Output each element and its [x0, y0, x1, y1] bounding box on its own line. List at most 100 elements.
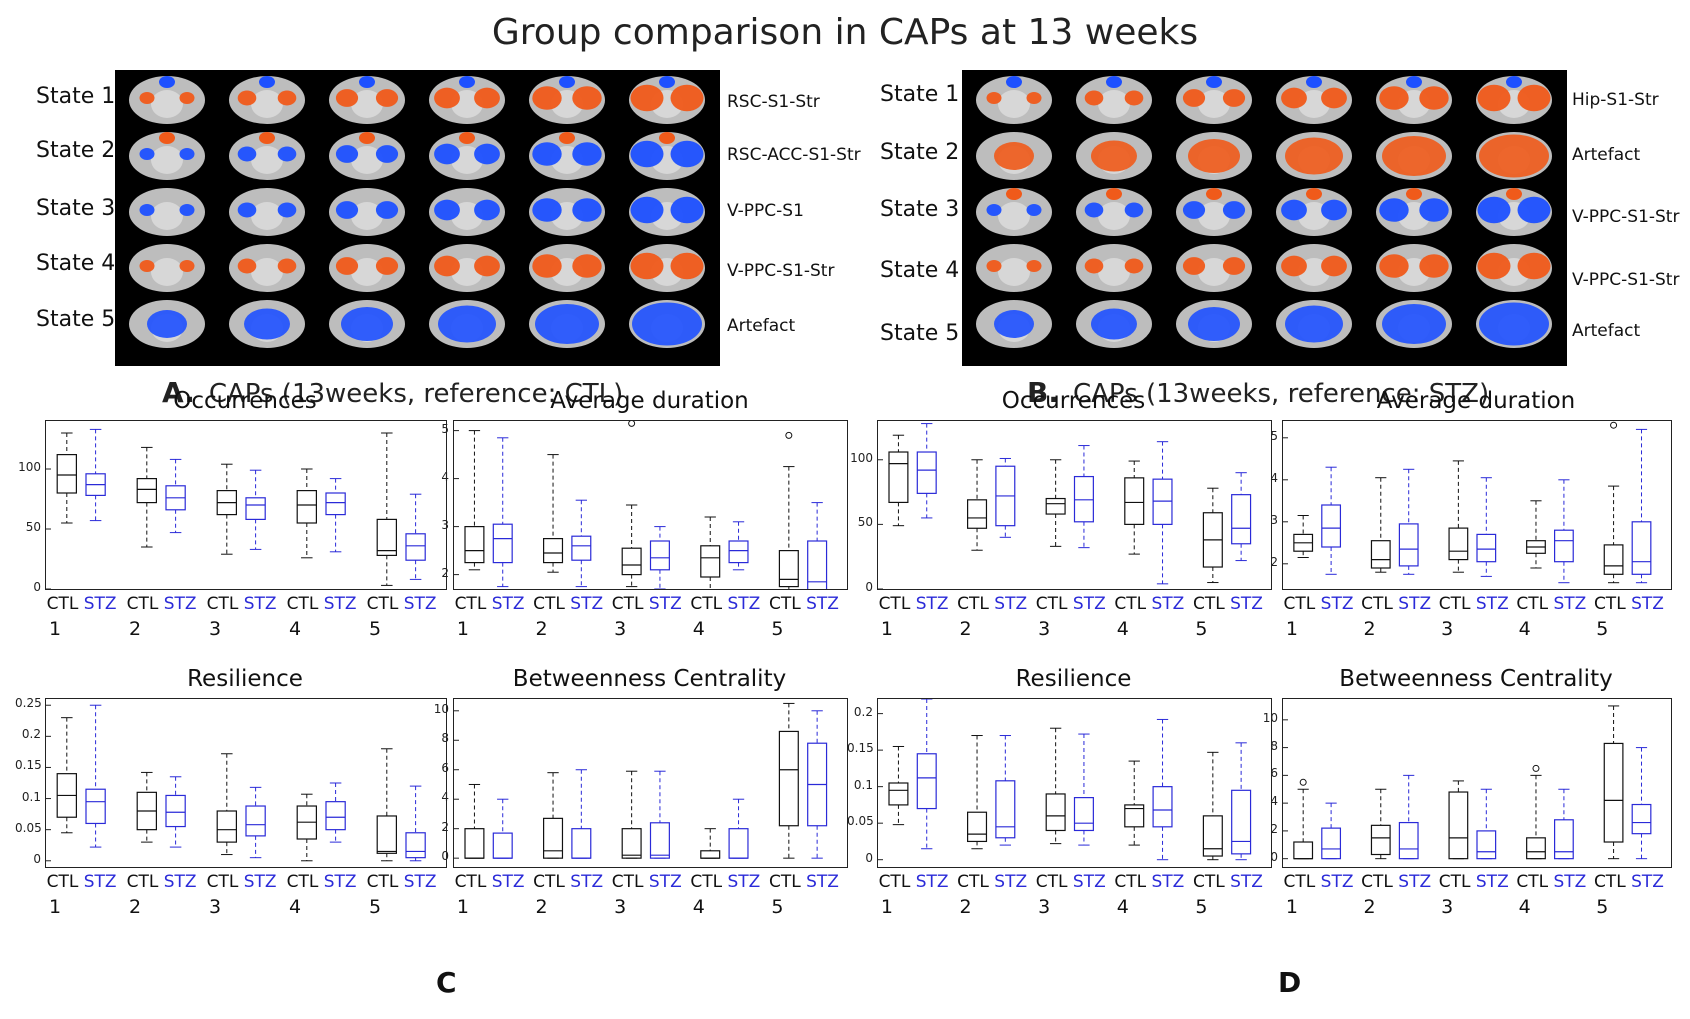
plot-svg — [454, 421, 828, 589]
y-tick-label: 100 — [850, 450, 873, 465]
activation-blob — [1281, 87, 1307, 109]
brain-core — [251, 146, 283, 174]
brain-slice — [329, 76, 405, 124]
activation-blob — [434, 199, 460, 221]
activation-blob — [237, 146, 257, 162]
box-stz-state-1 — [85, 428, 106, 522]
stz-label: STZ — [722, 872, 761, 892]
ctl-label: CTL — [454, 872, 487, 892]
state-number: 5 — [1596, 896, 1609, 918]
box-ctl-state-4 — [700, 516, 721, 589]
state-number: 4 — [1116, 618, 1129, 640]
box-body — [376, 518, 398, 557]
stz-label: STZ — [564, 594, 604, 614]
box-stz-state-3 — [1476, 477, 1497, 577]
group-labels: CTL STZ — [367, 872, 437, 892]
activation-blob — [1124, 258, 1144, 274]
plot-title-C-occ: Occurrences — [173, 388, 317, 414]
stz-label: STZ — [910, 594, 949, 614]
ctl-label: CTL — [690, 872, 723, 892]
state-number: 5 — [771, 896, 784, 918]
activation-blob — [1382, 304, 1446, 344]
state-number: 1 — [49, 618, 62, 640]
activation-blob — [259, 132, 275, 144]
group-labels: CTL STZ — [1114, 594, 1184, 614]
brain-slice — [229, 76, 305, 124]
panelB-letter: B. — [1027, 376, 1059, 409]
y-tick-label: 10 — [433, 701, 449, 716]
outlier — [628, 421, 636, 427]
box-stz-state-2 — [165, 458, 186, 534]
state-number: 5 — [369, 896, 382, 918]
activation-blob — [994, 310, 1034, 338]
activation-blob — [139, 148, 155, 160]
box-ctl-state-2 — [136, 446, 157, 548]
brain-slice — [629, 188, 705, 236]
brain-slice — [129, 188, 205, 236]
state-number: 4 — [692, 618, 705, 640]
panelB-caption: B. CAPs (13weeks, reference: STZ) — [1027, 376, 1489, 409]
activation-blob — [1321, 199, 1347, 221]
y-tick-label: 2 — [1270, 554, 1278, 569]
box-ctl-state-5 — [778, 702, 799, 859]
brain-slice — [1176, 188, 1252, 236]
box-body — [649, 822, 670, 859]
ctl-label: CTL — [1192, 872, 1225, 892]
y-tick-label: 0 — [33, 580, 41, 594]
box-stz-state-5 — [1231, 742, 1252, 861]
box-ctl-state-1 — [464, 430, 485, 571]
activation-blob — [179, 260, 195, 272]
box-body — [1045, 793, 1066, 832]
box-ctl-state-3 — [621, 770, 642, 859]
activation-blob — [1026, 204, 1042, 216]
state-number: 5 — [1195, 618, 1208, 640]
box-stz-state-4 — [1554, 788, 1574, 860]
state-number: 4 — [289, 618, 302, 640]
box-ctl-state-1 — [464, 783, 485, 859]
plot-frame-C-bc — [453, 698, 848, 868]
stz-label: STZ — [988, 872, 1028, 892]
panelA-brain-maps — [115, 70, 720, 366]
group-labels: CTL STZ — [287, 872, 357, 892]
brain-slice — [429, 76, 505, 124]
box-body — [85, 788, 106, 825]
box-body — [325, 801, 346, 831]
activation-blob — [1419, 254, 1449, 278]
brain-grid — [976, 76, 1552, 348]
box-body — [728, 540, 749, 564]
activation-blob — [532, 198, 562, 222]
activation-blob — [434, 87, 460, 109]
activation-blob — [1206, 188, 1222, 200]
group-labels: CTL STZ — [127, 594, 197, 614]
box-body — [967, 499, 988, 529]
group-labels: CTL STZ — [1361, 594, 1431, 614]
brain-slice — [629, 244, 705, 292]
box-ctl-state-5 — [1202, 487, 1223, 584]
activation-blob — [244, 308, 290, 340]
group-labels: CTL STZ — [47, 594, 117, 614]
plot-title-D-occ: Occurrences — [1001, 388, 1146, 414]
plot-frame-D-res — [877, 698, 1272, 868]
activation-blob — [474, 199, 500, 221]
brain-slice — [976, 300, 1052, 348]
outlier — [785, 431, 793, 439]
stz-label: STZ — [643, 872, 682, 892]
box-body — [1554, 529, 1574, 563]
brain-slice — [976, 76, 1052, 124]
y-tick-label: 0 — [1270, 849, 1278, 864]
state-number: 4 — [1116, 896, 1129, 918]
stz-label: STZ — [78, 594, 117, 614]
panelB-network-1: Hip-S1-Str — [1572, 90, 1659, 110]
ctl-label: CTL — [768, 872, 801, 892]
brain-core — [998, 90, 1030, 118]
box-stz-state-2 — [571, 769, 592, 859]
stz-label: STZ — [643, 594, 682, 614]
plot-title-C-dur: Average duration — [550, 388, 749, 414]
activation-blob — [1406, 188, 1422, 200]
activation-blob — [1124, 90, 1144, 106]
activation-blob — [1306, 76, 1322, 88]
box-body — [464, 525, 485, 564]
activation-blob — [572, 86, 602, 110]
activation-blob — [535, 304, 599, 344]
ctl-label: CTL — [1438, 872, 1471, 892]
